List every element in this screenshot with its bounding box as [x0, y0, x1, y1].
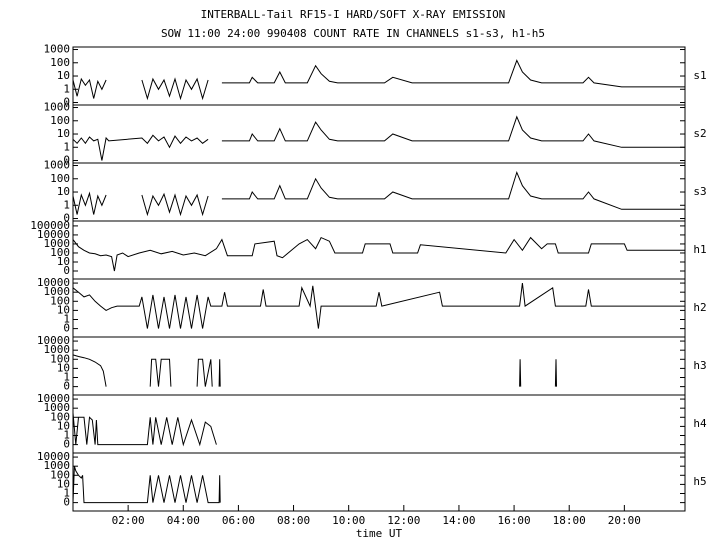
- data-line: [72, 236, 685, 272]
- y-tick-label: 1000: [44, 459, 71, 472]
- y-tick-label: 1: [63, 429, 70, 442]
- data-line: [72, 354, 557, 387]
- y-tick-label: 1: [63, 82, 70, 95]
- y-tick-label: 10: [57, 361, 70, 374]
- y-tick-label: 1: [63, 487, 70, 500]
- x-tick-label: 10:00: [332, 514, 365, 527]
- y-tick-label: 0: [63, 496, 70, 509]
- y-tick-label: 1: [63, 198, 70, 211]
- y-tick-label: 100: [50, 352, 70, 365]
- y-tick-label: 100: [50, 56, 70, 69]
- panel-label: h4: [693, 417, 707, 430]
- data-line: [72, 466, 221, 504]
- y-tick-label: 0: [63, 154, 70, 167]
- y-tick-label: 1000: [44, 101, 71, 114]
- panel-label: h1: [693, 243, 706, 256]
- x-tick-label: 06:00: [222, 514, 255, 527]
- y-tick-label: 1000: [44, 43, 71, 56]
- data-line: [72, 115, 685, 161]
- x-tick-label: 14:00: [442, 514, 475, 527]
- x-tick-label: 08:00: [277, 514, 310, 527]
- y-tick-label: 1000: [44, 285, 71, 298]
- y-tick-label: 0: [63, 212, 70, 225]
- panel-frame: [72, 452, 686, 512]
- x-tick-label: 04:00: [167, 514, 200, 527]
- x-tick-label: 18:00: [553, 514, 586, 527]
- y-tick-label: 10: [57, 303, 70, 316]
- y-tick-label: 100000: [30, 219, 70, 232]
- y-tick-label: 10000: [37, 450, 70, 463]
- y-tick-label: 100: [50, 410, 70, 423]
- y-tick-label: 1: [63, 371, 70, 384]
- chart-subtitle: SOW 11:00 24:00 990408 COUNT RATE IN CHA…: [161, 27, 545, 40]
- y-tick-label: 10: [57, 127, 70, 140]
- y-tick-label: 0: [63, 438, 70, 451]
- y-tick-label: 10000: [37, 228, 70, 241]
- x-tick-label: 20:00: [608, 514, 641, 527]
- data-line: [72, 283, 685, 329]
- y-tick-label: 0: [63, 96, 70, 109]
- y-tick-label: 100: [50, 172, 70, 185]
- x-tick-label: 16:00: [498, 514, 531, 527]
- y-tick-label: 1: [63, 313, 70, 326]
- y-tick-label: 100: [50, 114, 70, 127]
- panel-label: s2: [693, 127, 706, 140]
- x-axis-label: time UT: [356, 527, 403, 540]
- y-tick-label: 10: [57, 477, 70, 490]
- chart-title: INTERBALL-Tail RF15-I HARD/SOFT X-RAY EM…: [201, 8, 506, 21]
- x-tick-label: 12:00: [387, 514, 420, 527]
- panel-label: h5: [693, 475, 706, 488]
- panel-label: s3: [693, 185, 706, 198]
- y-tick-label: 100: [50, 294, 70, 307]
- y-tick-label: 10: [57, 69, 70, 82]
- panel-label: s1: [693, 69, 706, 82]
- y-tick-label: 10000: [37, 392, 70, 405]
- y-tick-label: 1000: [44, 401, 71, 414]
- y-tick-label: 100: [50, 246, 70, 259]
- y-tick-label: 1000: [44, 159, 71, 172]
- y-tick-label: 100: [50, 468, 70, 481]
- y-tick-label: 10000: [37, 334, 70, 347]
- data-line: [72, 412, 217, 447]
- y-tick-label: 0: [63, 380, 70, 393]
- y-tick-label: 10: [57, 255, 70, 268]
- panel-label: h3: [693, 359, 706, 372]
- y-tick-label: 0: [63, 264, 70, 277]
- panel-label: h2: [693, 301, 706, 314]
- data-line: [72, 170, 685, 217]
- y-tick-label: 10000: [37, 276, 70, 289]
- x-tick-label: 02:00: [112, 514, 145, 527]
- y-tick-label: 1000: [44, 343, 71, 356]
- data-line: [72, 59, 685, 101]
- y-tick-label: 1: [63, 140, 70, 153]
- y-tick-label: 10: [57, 419, 70, 432]
- y-tick-label: 10: [57, 185, 70, 198]
- y-tick-label: 1000: [44, 237, 71, 250]
- y-tick-label: 0: [63, 322, 70, 335]
